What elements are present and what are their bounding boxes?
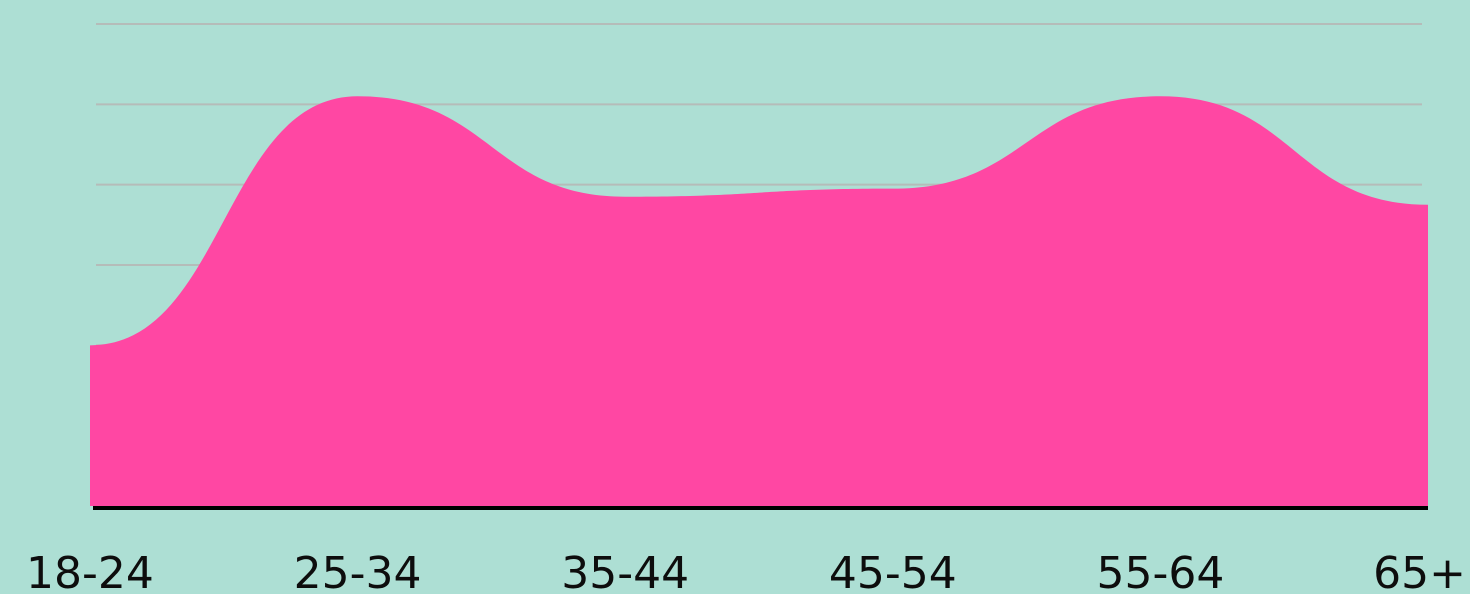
x-tick-label: 18-24 [26,548,154,594]
x-tick-labels: 18-24 25-34 35-44 45-54 55-64 65+ [26,548,1466,594]
x-tick-label: 55-64 [1096,548,1224,594]
area-series-fill [90,96,1428,506]
x-tick-label: 45-54 [829,548,957,594]
area-series [90,96,1428,506]
x-tick-label: 35-44 [561,548,689,594]
x-tick-label: 25-34 [294,548,422,594]
x-tick-label: 65+ [1373,548,1466,594]
